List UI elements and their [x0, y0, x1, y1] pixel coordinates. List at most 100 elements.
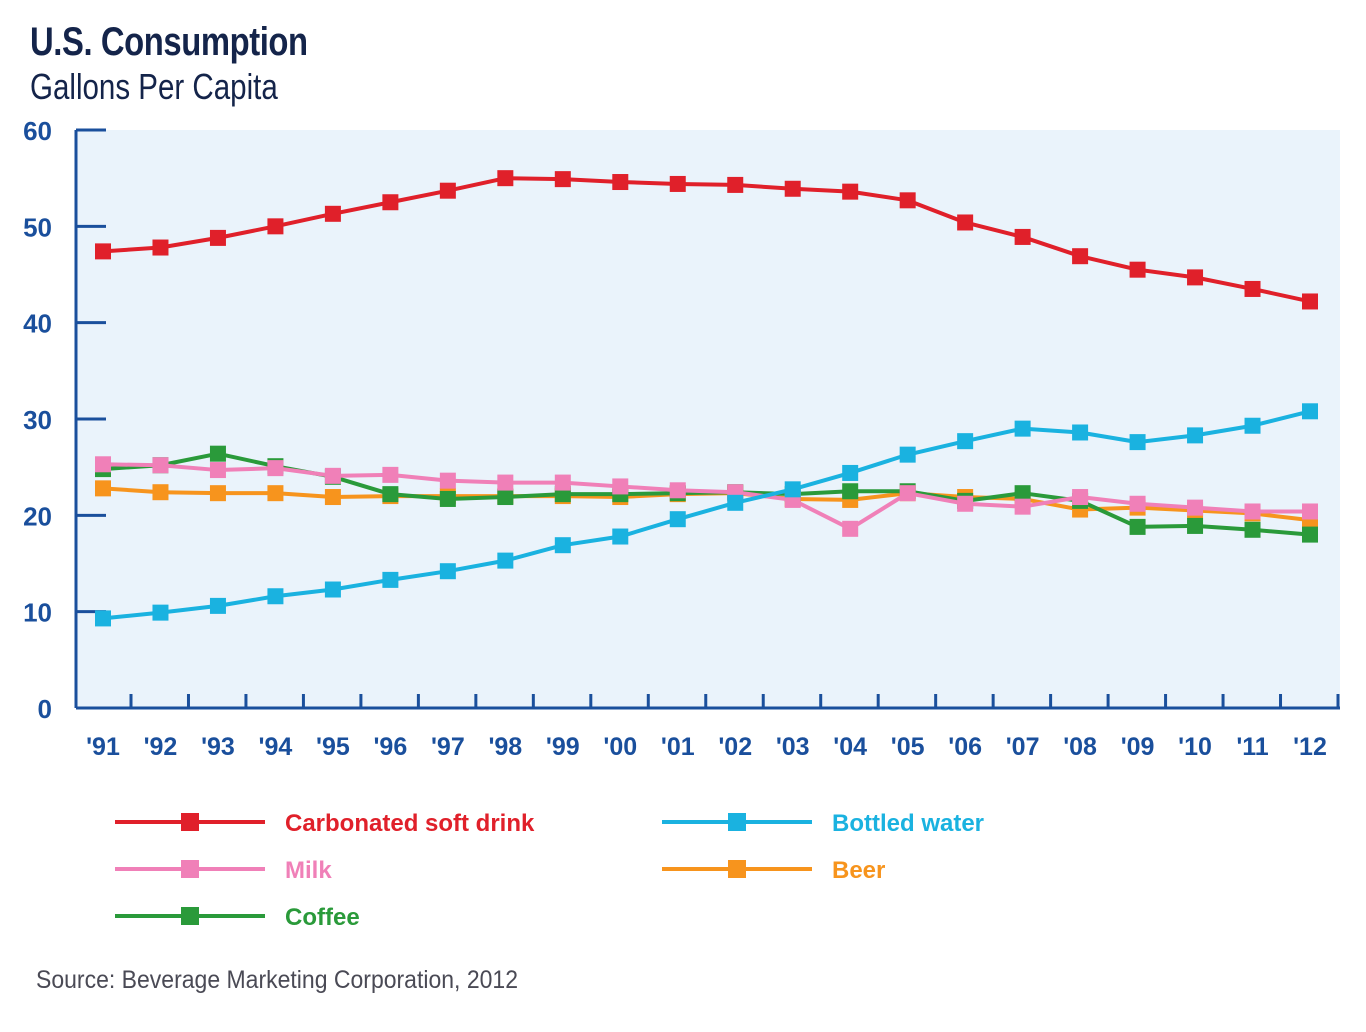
- plot-background: [76, 130, 1340, 708]
- y-tick-label: 60: [23, 116, 52, 146]
- data-point-milk: [267, 460, 284, 477]
- x-tick-label: '09: [1121, 733, 1155, 761]
- legend-label-milk: Milk: [285, 857, 332, 884]
- legend-marker-coffee: [181, 907, 199, 925]
- data-point-bottled-water: [784, 481, 801, 498]
- data-point-bottled-water: [1302, 403, 1318, 420]
- data-point-bottled-water: [899, 446, 916, 463]
- y-tick-label: 30: [23, 405, 52, 435]
- series-line-carbonated-soft-drink: [102, 176, 1311, 304]
- data-point-carbonated-soft-drink: [382, 194, 399, 211]
- chart-subtitle: Gallons Per Capita: [30, 66, 278, 107]
- data-point-milk: [899, 485, 916, 502]
- data-point-bottled-water: [209, 597, 226, 614]
- data-point-carbonated-soft-drink: [1187, 269, 1204, 286]
- data-point-coffee: [382, 486, 399, 503]
- legend-label-coffee: Coffee: [285, 904, 360, 931]
- data-point-carbonated-soft-drink: [727, 176, 744, 193]
- x-tick-label: '92: [144, 733, 178, 761]
- data-point-bottled-water: [152, 604, 169, 621]
- data-point-bottled-water: [842, 464, 859, 481]
- x-tick-label: '98: [488, 733, 522, 761]
- series-line-bottled-water: [102, 409, 1311, 621]
- data-point-carbonated-soft-drink: [957, 214, 974, 231]
- data-point-milk: [439, 472, 456, 489]
- x-tick-label: '08: [1063, 733, 1097, 761]
- data-point-milk: [1302, 503, 1318, 520]
- x-tick-label: '99: [546, 733, 580, 761]
- data-point-carbonated-soft-drink: [1244, 280, 1261, 297]
- y-tick-label: 40: [23, 309, 52, 339]
- data-point-bottled-water: [439, 563, 456, 580]
- data-point-milk: [1072, 489, 1089, 506]
- data-point-bottled-water: [554, 537, 571, 554]
- x-tick-label: '10: [1178, 733, 1212, 761]
- x-tick-label: '07: [1006, 733, 1040, 761]
- data-point-bottled-water: [957, 433, 974, 450]
- data-point-carbonated-soft-drink: [152, 239, 169, 256]
- data-point-carbonated-soft-drink: [439, 182, 456, 199]
- data-point-milk: [497, 474, 514, 491]
- data-point-carbonated-soft-drink: [784, 180, 801, 197]
- data-point-milk: [1129, 495, 1146, 512]
- x-tick-label: '03: [776, 733, 810, 761]
- data-point-bottled-water: [267, 588, 284, 605]
- y-tick-label: 20: [23, 501, 52, 531]
- data-point-coffee: [439, 490, 456, 507]
- data-point-milk: [382, 466, 399, 483]
- legend-marker-milk: [181, 860, 199, 878]
- x-tick-label: '11: [1236, 733, 1268, 761]
- data-point-milk: [209, 462, 226, 479]
- data-point-milk: [1187, 499, 1204, 516]
- data-point-bottled-water: [1187, 427, 1204, 444]
- x-tick-label: '93: [201, 733, 235, 761]
- data-point-milk: [957, 495, 974, 512]
- data-point-milk: [842, 520, 859, 537]
- data-point-coffee: [209, 445, 226, 462]
- data-point-carbonated-soft-drink: [95, 243, 111, 260]
- y-tick-label: 50: [23, 212, 52, 242]
- data-point-milk: [324, 467, 341, 484]
- x-tick-label: '96: [373, 733, 407, 761]
- x-tick-label: '02: [718, 733, 752, 761]
- data-point-carbonated-soft-drink: [1129, 261, 1146, 278]
- x-tick-label: '06: [948, 733, 982, 761]
- data-point-carbonated-soft-drink: [209, 229, 226, 246]
- x-tick-label: '95: [316, 733, 350, 761]
- x-tick-label: '91: [86, 733, 120, 761]
- data-point-bottled-water: [497, 552, 514, 569]
- data-point-bottled-water: [382, 571, 399, 588]
- data-point-bottled-water: [1014, 420, 1031, 437]
- data-point-beer: [152, 484, 169, 501]
- data-point-coffee: [1302, 526, 1318, 543]
- data-point-bottled-water: [95, 610, 111, 627]
- source-note: Source: Beverage Marketing Corporation, …: [36, 966, 519, 994]
- data-point-carbonated-soft-drink: [899, 192, 916, 209]
- y-tick-label: 0: [38, 694, 52, 724]
- data-point-coffee: [1014, 485, 1031, 502]
- data-point-coffee: [1187, 517, 1204, 534]
- data-point-milk: [152, 457, 169, 474]
- data-point-beer: [95, 480, 111, 497]
- data-point-coffee: [497, 489, 514, 506]
- data-point-carbonated-soft-drink: [669, 175, 686, 192]
- x-tick-label: '12: [1293, 733, 1327, 761]
- x-tick-label: '01: [661, 733, 695, 761]
- data-point-bottled-water: [727, 494, 744, 511]
- data-point-carbonated-soft-drink: [324, 205, 341, 222]
- data-point-milk: [1244, 503, 1261, 520]
- data-point-bottled-water: [1244, 417, 1261, 434]
- x-tick-label: '04: [833, 733, 867, 761]
- legend-label-beer: Beer: [832, 857, 885, 884]
- y-tick-label: 10: [23, 598, 52, 628]
- data-point-coffee: [1244, 521, 1261, 538]
- data-point-carbonated-soft-drink: [1072, 248, 1089, 265]
- data-point-bottled-water: [324, 581, 341, 598]
- legend-label-bottled-water: Bottled water: [832, 810, 984, 837]
- data-point-carbonated-soft-drink: [1302, 293, 1318, 310]
- data-point-bottled-water: [669, 511, 686, 528]
- x-tick-label: '94: [259, 733, 293, 761]
- data-point-milk: [612, 478, 629, 495]
- x-tick-label: '00: [603, 733, 637, 761]
